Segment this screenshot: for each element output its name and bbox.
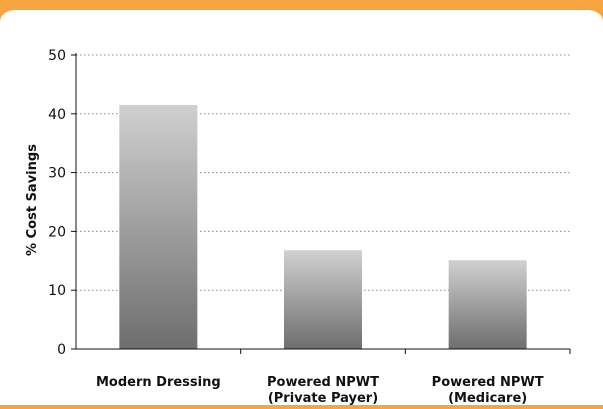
x-tick-label-line: Modern Dressing bbox=[96, 375, 221, 390]
y-tick-label: 40 bbox=[48, 107, 66, 123]
x-tick-label-line: (Private Payer) bbox=[268, 391, 378, 405]
y-tick-label: 0 bbox=[57, 342, 66, 358]
x-tick-label: Powered NPWT (Medicare) bbox=[432, 375, 544, 405]
axes bbox=[71, 53, 571, 354]
bar bbox=[284, 250, 362, 349]
y-tick-label: 50 bbox=[48, 48, 66, 64]
bars bbox=[119, 104, 527, 349]
x-tick-label: Modern Dressing bbox=[96, 375, 221, 390]
x-tick-label-line: Powered NPWT bbox=[267, 375, 379, 390]
y-axis-label: % Cost Savings bbox=[25, 144, 40, 256]
y-tick-label: 20 bbox=[48, 224, 66, 240]
y-tick-label: 10 bbox=[48, 283, 66, 299]
y-tick-label: 30 bbox=[48, 166, 66, 182]
x-tick-label: Powered NPWT (Private Payer) bbox=[267, 375, 379, 405]
bar bbox=[119, 104, 198, 349]
x-tick-label-line: (Medicare) bbox=[448, 391, 527, 405]
x-tick-label-line: Powered NPWT bbox=[432, 375, 544, 390]
bar bbox=[448, 260, 527, 349]
